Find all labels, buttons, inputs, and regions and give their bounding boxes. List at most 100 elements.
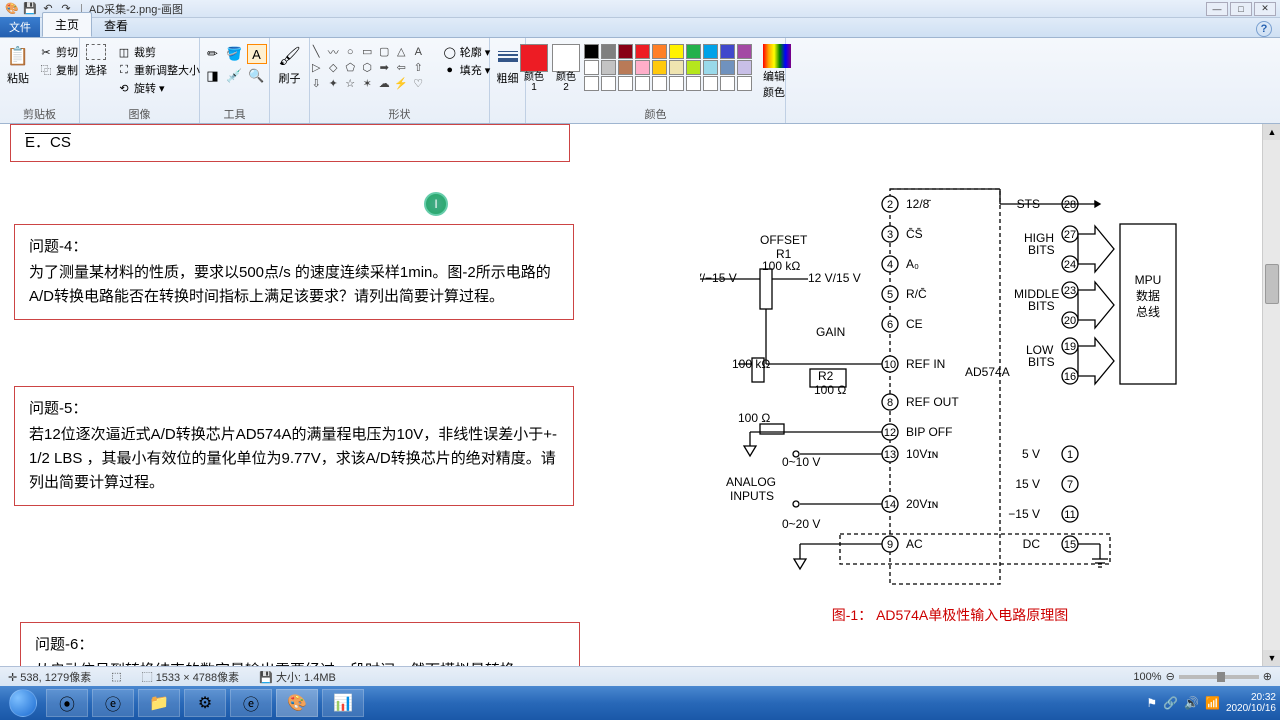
color1-swatch [520, 44, 548, 72]
copy-icon: ⿻ [39, 63, 53, 77]
palette-color[interactable] [669, 44, 684, 59]
select-button[interactable]: 选择 [79, 44, 113, 78]
ribbon: 📋 粘贴 ✂剪切 ⿻复制 剪贴板 选择 ◫裁剪 ⛶重新调整大小 ⟲旋转▾ 图像 [0, 38, 1280, 124]
tray-network-icon[interactable]: 🔗 [1163, 696, 1178, 710]
zoom-slider[interactable] [1179, 675, 1259, 679]
cut-button[interactable]: ✂剪切 [39, 44, 78, 60]
fill-tool[interactable]: 🪣 [225, 44, 245, 64]
svg-text:12: 12 [884, 427, 896, 439]
palette-color[interactable] [601, 60, 616, 75]
vertical-scrollbar[interactable]: ▲ ▼ [1262, 124, 1280, 666]
maximize-button[interactable]: □ [1230, 2, 1252, 16]
system-tray[interactable]: ⚑ 🔗 🔊 📶 20:32 2020/10/16 [1146, 692, 1276, 714]
tab-home[interactable]: 主页 [42, 12, 92, 37]
brush-button[interactable]: 🖌 刷子 [273, 44, 307, 86]
taskbar-explorer[interactable]: 📁 [138, 689, 180, 717]
app-icon: 🎨 [4, 1, 20, 17]
taskbar-app-3[interactable]: 📊 [322, 689, 364, 717]
palette-color[interactable] [720, 60, 735, 75]
svg-text:AD574A: AD574A [965, 365, 1010, 379]
palette-color[interactable] [652, 76, 667, 91]
svg-text:20Vɪɴ: 20Vɪɴ [906, 497, 938, 511]
paste-button[interactable]: 📋 粘贴 [1, 44, 35, 86]
taskbar-edge[interactable]: ⓔ [230, 689, 272, 717]
fill-button[interactable]: ●填充▾ [443, 62, 491, 78]
palette-color[interactable] [669, 76, 684, 91]
canvas-area[interactable]: E．CS 问题-4： 为了测量某材料的性质，要求以500点/s 的速度连续采样1… [0, 124, 1280, 666]
crop-button[interactable]: ◫裁剪 [117, 44, 200, 60]
clock[interactable]: 20:32 2020/10/16 [1226, 692, 1276, 714]
edit-colors-button[interactable]: 编辑颜色 [763, 44, 791, 100]
tray-volume-icon[interactable]: 🔊 [1184, 696, 1199, 710]
shapes-gallery[interactable]: ╲〰○▭▢△A ▷◇⬠⬡➡⇦⇧ ⇩✦☆✶☁⚡♡ [309, 44, 427, 91]
svg-text:−12 V/−15 V: −12 V/−15 V [700, 271, 737, 285]
scroll-up-arrow[interactable]: ▲ [1263, 124, 1280, 140]
palette-color[interactable] [584, 76, 599, 91]
help-button[interactable]: ? [1256, 21, 1272, 37]
outline-button[interactable]: ◯轮廓▾ [443, 44, 491, 60]
tab-view[interactable]: 查看 [92, 14, 140, 37]
save-icon[interactable]: 💾 [22, 1, 38, 17]
zoom-out-button[interactable]: ⊖ [1166, 670, 1175, 683]
svg-text:DC: DC [1023, 537, 1041, 551]
palette-color[interactable] [703, 60, 718, 75]
palette-color[interactable] [618, 60, 633, 75]
start-button[interactable] [4, 688, 42, 718]
palette-color[interactable] [669, 60, 684, 75]
palette-color[interactable] [703, 76, 718, 91]
eraser-tool[interactable]: ◨ [203, 66, 223, 86]
file-menu[interactable]: 文件 [0, 17, 40, 37]
zoom-control[interactable]: 100% ⊖ ⊕ [1133, 670, 1272, 683]
palette-color[interactable] [720, 76, 735, 91]
palette-color[interactable] [635, 44, 650, 59]
pencil-tool[interactable]: ✏ [203, 44, 223, 64]
tray-wifi-icon[interactable]: 📶 [1205, 696, 1220, 710]
resize-button[interactable]: ⛶重新调整大小 [117, 62, 200, 78]
taskbar-paint[interactable]: 🎨 [276, 689, 318, 717]
palette-color[interactable] [652, 60, 667, 75]
palette-color[interactable] [686, 76, 701, 91]
zoom-tool[interactable]: 🔍 [247, 66, 267, 86]
rotate-button[interactable]: ⟲旋转▾ [117, 80, 200, 96]
taskbar-app-2[interactable]: ⚙ [184, 689, 226, 717]
question-4: 问题-4： 为了测量某材料的性质，要求以500点/s 的速度连续采样1min。图… [14, 224, 574, 320]
palette-color[interactable] [601, 76, 616, 91]
color-palette[interactable] [584, 44, 753, 91]
close-button[interactable]: ✕ [1254, 2, 1276, 16]
svg-text:INPUTS: INPUTS [730, 489, 774, 503]
palette-color[interactable] [737, 76, 752, 91]
text-tool[interactable]: A [247, 44, 267, 64]
taskbar-app-1[interactable]: ⦿ [46, 689, 88, 717]
svg-text:8: 8 [887, 397, 893, 409]
palette-color[interactable] [618, 76, 633, 91]
zoom-in-button[interactable]: ⊕ [1263, 670, 1272, 683]
brush-icon: 🖌 [278, 44, 302, 68]
taskbar-ie[interactable]: ⓔ [92, 689, 134, 717]
status-bar: ✛ 538, 1279像素 ⬚ ⬚ 1533 × 4788像素 💾 大小: 1.… [0, 666, 1280, 686]
palette-color[interactable] [635, 76, 650, 91]
palette-color[interactable] [686, 60, 701, 75]
cursor-position: ✛ 538, 1279像素 [8, 669, 91, 685]
color2-button[interactable]: 颜色 2 [552, 44, 580, 93]
palette-color[interactable] [720, 44, 735, 59]
scroll-down-arrow[interactable]: ▼ [1263, 650, 1280, 666]
palette-color[interactable] [737, 44, 752, 59]
minimize-button[interactable]: — [1206, 2, 1228, 16]
tray-flag-icon[interactable]: ⚑ [1146, 696, 1157, 710]
palette-color[interactable] [601, 44, 616, 59]
palette-color[interactable] [584, 60, 599, 75]
scroll-thumb[interactable] [1265, 264, 1279, 304]
color1-button[interactable]: 颜色 1 [520, 44, 548, 93]
app-name: 画图 [161, 1, 183, 17]
palette-color[interactable] [737, 60, 752, 75]
palette-color[interactable] [652, 44, 667, 59]
palette-color[interactable] [635, 60, 650, 75]
copy-button[interactable]: ⿻复制 [39, 62, 78, 78]
palette-color[interactable] [703, 44, 718, 59]
svg-text:CE: CE [906, 317, 923, 331]
palette-color[interactable] [686, 44, 701, 59]
palette-color[interactable] [618, 44, 633, 59]
group-tools: ✏ 🪣 A ◨ 💉 🔍 工具 [200, 38, 270, 123]
palette-color[interactable] [584, 44, 599, 59]
picker-tool[interactable]: 💉 [225, 66, 245, 86]
